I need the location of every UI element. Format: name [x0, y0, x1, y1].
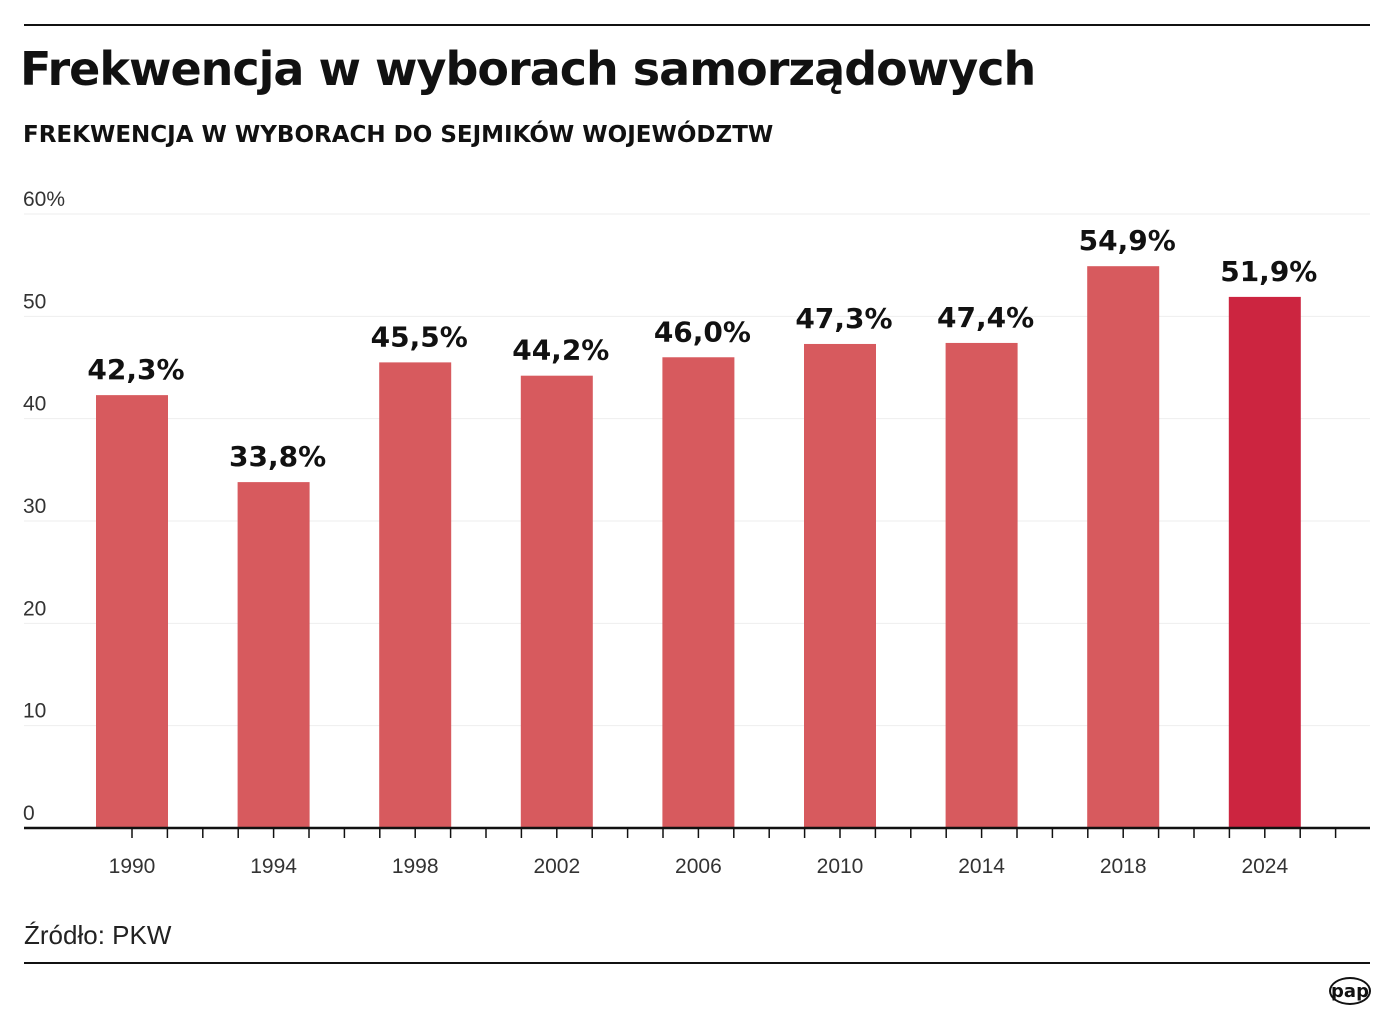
bar-1994	[237, 482, 310, 828]
x-tick-label: 2002	[533, 855, 580, 878]
x-tick-label: 2024	[1241, 855, 1288, 878]
data-label: 44,2%	[512, 334, 609, 367]
bar-2014	[945, 342, 1018, 828]
data-label: 47,3%	[795, 302, 892, 335]
bar-chart: 0 10 20 30 40 50 60% 42,3% 1990 33,8% 1994 45,5% 199…	[23, 188, 1370, 878]
pap-logo: pap	[1329, 977, 1371, 1005]
x-tick-label: 1990	[109, 855, 156, 878]
data-label: 42,3%	[87, 353, 184, 386]
bar-1990	[96, 395, 168, 828]
y-tick-label: 10	[23, 700, 46, 723]
x-tick-label: 2006	[675, 855, 722, 878]
bar-2006	[662, 357, 735, 828]
x-tick-label: 1994	[250, 855, 297, 878]
x-tick-label: 2018	[1100, 855, 1147, 878]
bar-2002	[520, 375, 593, 828]
y-tick-label: 30	[23, 495, 46, 518]
x-tick-label: 1998	[392, 855, 439, 878]
bottom-rule	[24, 962, 1370, 964]
bar-2018	[1087, 266, 1160, 828]
y-tick-label: 20	[23, 597, 46, 620]
data-label: 33,8%	[229, 440, 326, 473]
source-note: Źródło: PKW	[24, 920, 172, 950]
data-label: 45,5%	[371, 320, 468, 353]
data-label: 46,0%	[654, 315, 751, 348]
data-label: 51,9%	[1220, 255, 1317, 288]
y-tick-label: 0	[23, 802, 35, 825]
data-label: 54,9%	[1079, 224, 1176, 257]
bar-2024	[1228, 296, 1301, 828]
logo-text: pap	[1331, 981, 1369, 1002]
top-rule	[24, 24, 1370, 26]
chart-title: Frekwencja w wyborach samorządowych	[20, 42, 1036, 96]
x-tick-label: 2014	[958, 855, 1005, 878]
chart-subtitle: FREKWENCJA W WYBORACH DO SEJMIKÓW WOJEWÓ…	[23, 122, 774, 148]
data-label: 47,4%	[937, 301, 1034, 334]
y-tick-label: 40	[23, 393, 46, 416]
bar-2010	[804, 343, 876, 828]
x-tick-label: 2010	[817, 855, 864, 878]
y-tick-label: 60%	[23, 188, 65, 211]
bar-1998	[379, 362, 452, 828]
y-tick-label: 50	[23, 290, 46, 313]
